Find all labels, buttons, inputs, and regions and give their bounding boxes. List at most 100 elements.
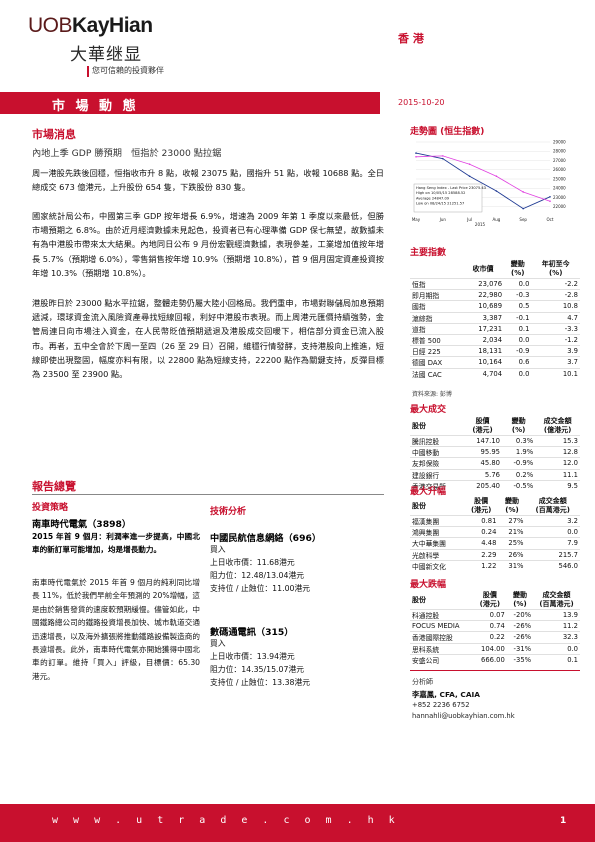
- footer-url[interactable]: w w w . u t r a d e . c o m . h k: [52, 815, 400, 826]
- losers-cell: 思科系統: [410, 642, 473, 655]
- chart-y-tick-label: 22000: [553, 204, 566, 209]
- chart-legend-line: Hang Seng Index - Last Price 23075.43: [416, 186, 486, 190]
- losers-cell: 安盛公司: [410, 653, 473, 665]
- report-date: 2015-10-20: [398, 98, 445, 107]
- indices-cell: 3.7: [531, 356, 580, 368]
- chart-legend-line: Low on 08/24/15 21251.57: [416, 202, 464, 206]
- tech-stock-1-support: 支持位 / 止蝕位：11.00港元: [210, 584, 311, 593]
- indices-cell: 即月期指: [410, 289, 462, 301]
- footer-band: [0, 804, 595, 842]
- indices-cell: 10.1: [531, 367, 580, 379]
- news-paragraph-2: 國家統計局公布，中國第三季 GDP 按年增長 6.9%，增速為 2009 年第 …: [32, 211, 384, 278]
- losers-row: FOCUS MEDIA 0.74 -26% 11.2: [410, 620, 580, 632]
- market-news-title: 市場消息: [32, 128, 76, 141]
- indices-cell: -0.3: [504, 289, 532, 301]
- active-cell: 香港交易所: [410, 479, 464, 491]
- active-cell: 建設銀行: [410, 468, 464, 481]
- active-cell: 147.10: [463, 434, 502, 447]
- gainers-cell: 大中華集團: [410, 537, 464, 550]
- indices-cell: -3.3: [531, 322, 580, 335]
- indices-row: 法國 CAC 4,704 0.0 10.1: [410, 367, 580, 379]
- indices-cell: -2.8: [531, 289, 580, 301]
- indices-header-3: 年初至今 (%): [541, 260, 570, 277]
- gainers-cell: 26%: [498, 548, 526, 561]
- brand-tagline: 您可信賴的投資夥伴: [92, 66, 164, 75]
- active-cell: 12.0: [535, 457, 580, 470]
- chart-x-year: 2015: [475, 222, 486, 227]
- brand-logo-part1: UOB: [28, 14, 73, 37]
- gainers-header-0: 股份: [412, 501, 426, 510]
- indices-cell: -2.2: [531, 277, 580, 290]
- indices-cell: 日經 225: [410, 345, 462, 357]
- active-cell: 9.5: [535, 479, 580, 491]
- chart-legend: Hang Seng Index - Last Price 23075.43 Hig…: [416, 186, 486, 206]
- gainers-cell: 福漢集團: [410, 514, 464, 527]
- active-cell: 45.80: [463, 457, 502, 470]
- indices-cell: 22,980: [461, 289, 505, 301]
- analyst-divider: [410, 670, 580, 671]
- active-header-0: 股份: [412, 421, 426, 430]
- losers-cell: FOCUS MEDIA: [410, 620, 473, 632]
- losers-cell: 0.22: [472, 631, 507, 644]
- indices-row: 即月期指 22,980 -0.3 -2.8: [410, 289, 580, 301]
- gainers-cell: 7.9: [525, 537, 580, 550]
- active-row: 友邦保險 45.80 -0.9% 12.0: [410, 457, 580, 470]
- chart-point: [495, 190, 498, 192]
- indices-row: 標普 500 2,034 0.0 -1.2: [410, 333, 580, 346]
- gainers-row: 大中華集團 4.48 25% 7.9: [410, 537, 580, 550]
- losers-cell: 13.9: [533, 608, 580, 621]
- losers-header-2: 變動 (%): [512, 591, 527, 608]
- losers-cell: 科通控股: [410, 608, 473, 621]
- gainers-row: 鴻興集團 0.24 21% 0.0: [410, 526, 580, 538]
- active-cell: 5.76: [463, 468, 502, 481]
- active-cell: -0.9%: [502, 457, 536, 470]
- gainers-cell: 25%: [498, 537, 526, 550]
- trend-chart: 29000 28000 27000 26000 25000 24000 23000 22000…: [410, 136, 580, 228]
- tech-stock-2-action: 買入: [210, 639, 226, 648]
- gainers-cell: 0.0: [525, 526, 580, 538]
- indices-cell: 0.1: [504, 322, 532, 335]
- losers-cell: -26%: [506, 620, 534, 632]
- indices-cell: 0.0: [504, 277, 532, 290]
- losers-header-1: 股價 (港元): [479, 591, 501, 608]
- strategy-stock-name: 南車時代電氣（3898）: [32, 519, 132, 530]
- losers-row: 科通控股 0.07 -20% 13.9: [410, 608, 580, 621]
- main-indices-table: 收市價 變動 (%) 年初至今 (%) 恒指 23,076 0.0 -2.2 即月期指 22,980…: [410, 260, 580, 379]
- losers-cell: 0.74: [472, 620, 507, 632]
- top-gainers-title: 最大升幅: [410, 487, 447, 497]
- gainers-cell: 3.2: [525, 514, 580, 527]
- gainers-cell: 2.29: [463, 548, 499, 561]
- indices-cell: 4.7: [531, 311, 580, 324]
- losers-cell: 0.1: [533, 653, 580, 665]
- chart-legend-line: Average 24847.09: [416, 196, 450, 200]
- region-label: 香 港: [398, 32, 424, 45]
- indices-cell: 3,387: [461, 311, 505, 324]
- chart-point: [495, 175, 498, 178]
- chart-point: [468, 163, 471, 165]
- chart-point: [415, 156, 417, 158]
- gainers-header-3: 成交金額 (百萬港元): [535, 497, 570, 514]
- analyst-email[interactable]: hannahli@uobkayhian.com.hk: [412, 712, 515, 720]
- chart-y-tick-label: 26000: [553, 167, 566, 172]
- gainers-header-1: 股價 (港元): [470, 497, 492, 514]
- indices-cell: 10,164: [461, 356, 505, 368]
- main-indices-source: 資料來源: 彭博: [412, 391, 452, 398]
- active-cell: 12.8: [535, 446, 580, 458]
- brand-logo-part2: KayHian: [72, 14, 153, 37]
- active-cell: 11.1: [535, 468, 580, 481]
- gainers-cell: 0.81: [463, 514, 499, 527]
- tech-stock-2-name: 數碼通電訊（315）: [210, 627, 294, 638]
- losers-row: 思科系統 104.00 -31% 0.0: [410, 642, 580, 655]
- chart-point: [442, 155, 444, 157]
- strategy-highlight: 2015 年首 9 個月：利潤率進一步提高，中國北車的新訂單可能增加，均是增長動…: [32, 532, 200, 555]
- indices-row: 滬綜指 3,387 -0.1 4.7: [410, 311, 580, 324]
- indices-row: 國指 10,689 0.5 10.8: [410, 300, 580, 313]
- indices-header-1: 收市價: [472, 264, 494, 273]
- indices-cell: 滬綜指: [410, 311, 462, 324]
- chart-y-tick-label: 24000: [553, 186, 566, 191]
- losers-cell: 666.00: [472, 653, 507, 665]
- chart-point: [415, 152, 417, 154]
- most-active-title: 最大成交: [410, 405, 447, 415]
- gainers-row: 光啟科學 2.29 26% 215.7: [410, 548, 580, 561]
- chart-point: [522, 207, 524, 210]
